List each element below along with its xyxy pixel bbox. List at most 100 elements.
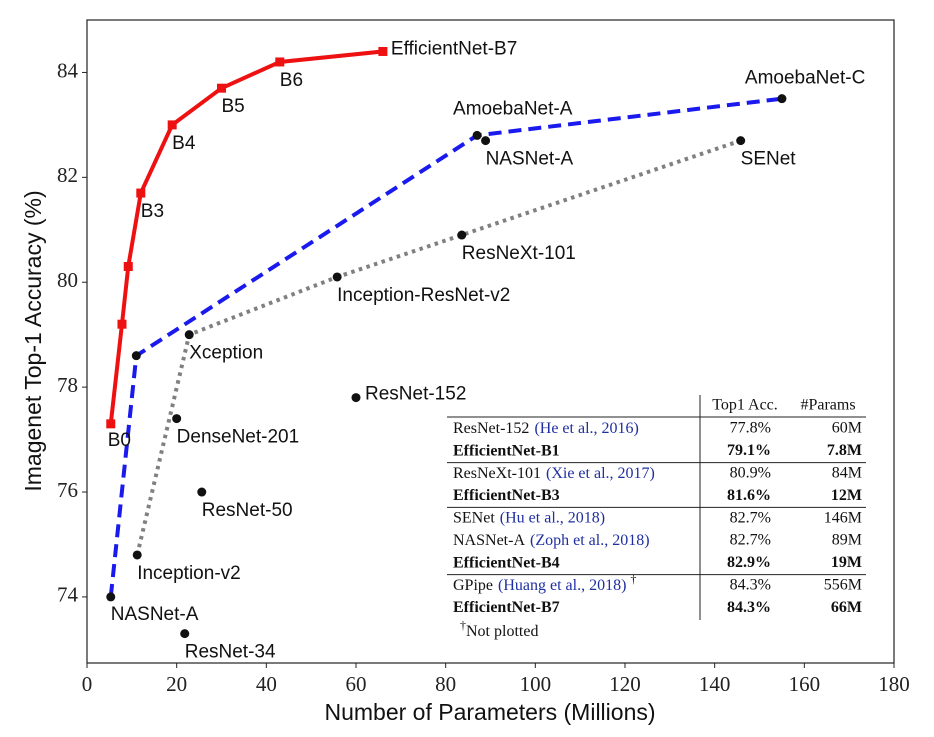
table-params: 12M [831, 487, 862, 504]
table-model: ResNeXt-101 (Xie et al., 2017) [453, 464, 655, 481]
point-label: B4 [172, 133, 196, 154]
table-params: 556M [824, 576, 862, 593]
y-tick-label: 84 [57, 58, 79, 82]
x-tick-label: 80 [435, 672, 456, 696]
point-label: NASNet-A [486, 149, 574, 170]
y-tick-label: 80 [57, 268, 78, 292]
point [472, 130, 482, 140]
model-name: SENet [453, 509, 495, 526]
model-name: EfficientNet-B3 [453, 487, 560, 504]
model-name: NASNet-A [453, 532, 525, 549]
y-tick-label: 82 [57, 163, 78, 187]
point [106, 419, 116, 429]
model-name: EfficientNet-B4 [453, 554, 560, 571]
table-model: EfficientNet-B3 [453, 487, 560, 504]
point [332, 272, 342, 282]
point [117, 319, 127, 329]
table-params: 146M [824, 509, 862, 526]
point [777, 94, 787, 104]
footnote-mark: † [630, 572, 636, 586]
point-label: Xception [189, 343, 263, 364]
point-label: B5 [222, 96, 245, 117]
point-label: ResNet-152 [365, 384, 466, 405]
table-acc: 77.8% [730, 420, 771, 437]
table-model: NASNet-A (Zoph et al., 2018) [453, 532, 650, 549]
point [184, 330, 194, 340]
point [131, 351, 141, 361]
x-tick-label: 180 [878, 672, 910, 696]
point-label: AmoebaNet-A [453, 98, 573, 119]
point [378, 46, 388, 56]
x-tick-label: 40 [256, 672, 277, 696]
point-label: EfficientNet-B7 [391, 38, 517, 59]
point-label: SENet [741, 149, 797, 170]
table-model: EfficientNet-B4 [453, 554, 560, 571]
table-acc: 82.9% [727, 554, 771, 571]
table-model: GPipe (Huang et al., 2018) † [453, 572, 636, 594]
point [457, 230, 467, 240]
point [172, 414, 182, 424]
table-model: EfficientNet-B1 [453, 442, 560, 459]
citation: (Hu et al., 2018) [500, 509, 605, 526]
table-acc: 80.9% [730, 464, 771, 481]
table-acc: 82.7% [730, 509, 771, 526]
point-label: AmoebaNet-C [745, 68, 865, 89]
point-label: NASNet-A [111, 604, 199, 625]
table-params: 19M [831, 554, 862, 571]
x-axis-title: Number of Parameters (Millions) [324, 699, 655, 725]
y-tick-label: 74 [57, 583, 79, 607]
model-name: GPipe [453, 576, 493, 593]
point [481, 136, 491, 146]
point [736, 136, 746, 146]
point-label: B3 [141, 201, 164, 222]
x-tick-label: 0 [82, 672, 93, 696]
point [197, 487, 207, 497]
series-line [108, 49, 384, 425]
citation: (Zoph et al., 2018) [530, 532, 650, 549]
table-header: Top1 Acc. [712, 397, 778, 414]
table-model: EfficientNet-B7 [453, 599, 560, 616]
citation: (He et al., 2016) [534, 420, 638, 437]
point [132, 550, 142, 560]
table-params: 84M [832, 464, 862, 481]
point [106, 592, 116, 602]
y-tick-label: 78 [57, 373, 78, 397]
point [217, 83, 226, 93]
point-label: ResNeXt-101 [462, 243, 576, 264]
table-header: #Params [800, 397, 855, 414]
point [275, 57, 285, 67]
model-name: EfficientNet-B1 [453, 442, 560, 459]
footnote-mark: † [460, 618, 466, 632]
table-acc: 82.7% [730, 532, 771, 549]
point-label: ResNet-50 [202, 500, 293, 521]
table-params: 60M [832, 420, 862, 437]
point-label: DenseNet-201 [177, 427, 300, 448]
point-label: B6 [280, 70, 303, 91]
table-footnote: †Not plotted [460, 618, 538, 640]
table-params: 89M [832, 532, 862, 549]
model-name: ResNet-152 [453, 420, 529, 437]
y-axis-title: Imagenet Top-1 Accuracy (%) [20, 190, 46, 491]
model-name: EfficientNet-B7 [453, 599, 560, 616]
point-label: Inception-ResNet-v2 [337, 285, 510, 306]
point [351, 393, 361, 403]
citation: (Huang et al., 2018) [498, 576, 626, 593]
table-acc: 84.3% [727, 599, 771, 616]
table-params: 7.8M [827, 442, 862, 459]
table-acc: 81.6% [727, 487, 771, 504]
plot-frame [86, 19, 895, 664]
y-tick-label: 76 [57, 478, 78, 502]
model-name: ResNeXt-101 [453, 464, 541, 481]
point-label: B0 [108, 430, 131, 451]
point-label: ResNet-34 [185, 642, 276, 663]
table-model: SENet (Hu et al., 2018) [453, 509, 605, 526]
point-label: Inception-v2 [137, 563, 241, 584]
table-params: 66M [831, 599, 862, 616]
table-acc: 79.1% [727, 442, 771, 459]
x-tick-label: 100 [520, 672, 552, 696]
point [180, 629, 190, 639]
citation: (Xie et al., 2017) [546, 464, 655, 481]
x-tick-label: 160 [789, 672, 821, 696]
series-line [108, 96, 783, 598]
